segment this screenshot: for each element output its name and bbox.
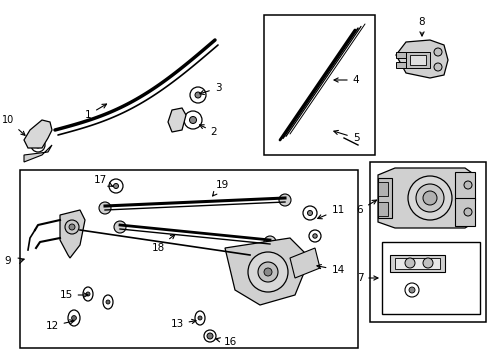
Circle shape (422, 258, 432, 268)
Polygon shape (395, 52, 405, 58)
Text: 18: 18 (151, 234, 175, 253)
Circle shape (404, 258, 414, 268)
Polygon shape (60, 210, 85, 258)
Bar (369, 162, 485, 322)
Text: 14: 14 (316, 265, 344, 275)
Text: 15: 15 (59, 290, 88, 300)
Text: 5: 5 (333, 130, 359, 143)
Text: 7: 7 (356, 273, 377, 283)
Polygon shape (454, 172, 474, 200)
Circle shape (258, 262, 278, 282)
Polygon shape (405, 52, 429, 68)
Circle shape (174, 117, 179, 122)
Circle shape (422, 191, 436, 205)
Bar (20, 170, 357, 348)
Text: 3: 3 (200, 83, 221, 95)
Polygon shape (377, 178, 391, 218)
Text: 6: 6 (356, 200, 376, 215)
Circle shape (189, 117, 196, 123)
Text: 10: 10 (2, 115, 25, 135)
Circle shape (264, 236, 275, 248)
Circle shape (463, 181, 471, 189)
Circle shape (99, 202, 111, 214)
Circle shape (433, 48, 441, 56)
Polygon shape (289, 248, 319, 278)
Circle shape (35, 142, 41, 148)
Circle shape (307, 211, 312, 216)
Polygon shape (168, 108, 185, 132)
Circle shape (463, 208, 471, 216)
Circle shape (264, 268, 271, 276)
Polygon shape (395, 62, 405, 68)
Text: 8: 8 (418, 17, 425, 36)
Text: 1: 1 (84, 104, 106, 120)
Polygon shape (224, 238, 309, 305)
Polygon shape (395, 40, 447, 78)
Polygon shape (394, 258, 439, 269)
Text: 2: 2 (199, 125, 217, 137)
Text: 19: 19 (212, 180, 228, 196)
Polygon shape (24, 120, 52, 148)
Circle shape (69, 224, 75, 230)
Polygon shape (377, 168, 474, 228)
Bar (264, 15, 374, 155)
Circle shape (195, 92, 201, 98)
Polygon shape (389, 255, 444, 272)
Circle shape (279, 194, 290, 206)
Circle shape (71, 316, 76, 320)
Text: 9: 9 (5, 256, 11, 266)
Circle shape (106, 300, 110, 304)
Circle shape (86, 292, 90, 296)
Text: 17: 17 (93, 175, 112, 186)
Text: 13: 13 (170, 319, 196, 329)
Polygon shape (454, 198, 474, 226)
Circle shape (65, 220, 79, 234)
Polygon shape (377, 182, 387, 196)
Circle shape (408, 287, 414, 293)
Circle shape (171, 114, 183, 126)
Polygon shape (409, 55, 425, 65)
Circle shape (31, 138, 45, 152)
Circle shape (433, 63, 441, 71)
Circle shape (415, 184, 443, 212)
Circle shape (198, 316, 202, 320)
Text: 4: 4 (333, 75, 359, 85)
Polygon shape (377, 202, 387, 216)
Circle shape (113, 184, 118, 189)
Circle shape (247, 252, 287, 292)
Bar (381, 242, 479, 314)
Circle shape (114, 221, 126, 233)
Circle shape (206, 333, 213, 339)
Text: 11: 11 (317, 205, 344, 219)
Text: 16: 16 (216, 337, 236, 347)
Polygon shape (24, 145, 52, 162)
Circle shape (407, 176, 451, 220)
Text: 12: 12 (45, 320, 74, 331)
Circle shape (312, 234, 317, 238)
